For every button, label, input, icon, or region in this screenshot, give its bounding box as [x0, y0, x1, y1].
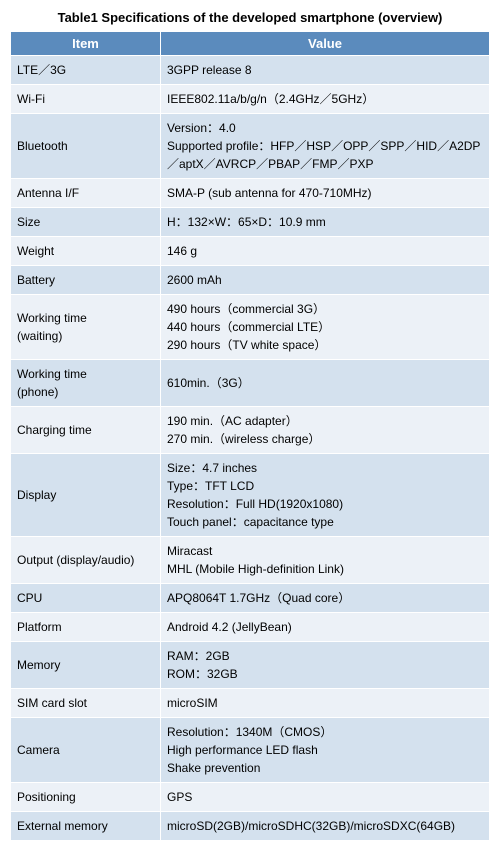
table-row: SizeH：132×W：65×D：10.9 mm	[11, 208, 490, 237]
table-row: PlatformAndroid 4.2 (JellyBean)	[11, 613, 490, 642]
cell-item: Platform	[11, 613, 161, 642]
table-row: Working time(phone)610min.（3G）	[11, 360, 490, 407]
cell-value: 3GPP release 8	[161, 56, 490, 85]
cell-item: CPU	[11, 584, 161, 613]
cell-item: Antenna I/F	[11, 179, 161, 208]
table-row: MemoryRAM：2GBROM：32GB	[11, 642, 490, 689]
table-row: CameraResolution：1340M（CMOS）High perform…	[11, 718, 490, 783]
table-title: Table1 Specifications of the developed s…	[10, 10, 490, 25]
table-row: Wi-FiIEEE802.11a/b/g/n（2.4GHz／5GHz）	[11, 85, 490, 114]
cell-item: Working time(phone)	[11, 360, 161, 407]
table-row: Working time(waiting)490 hours（commercia…	[11, 295, 490, 360]
cell-value: MiracastMHL (Mobile High-definition Link…	[161, 537, 490, 584]
cell-value: SMA-P (sub antenna for 470-710MHz)	[161, 179, 490, 208]
cell-value: GPS	[161, 783, 490, 812]
header-value: Value	[161, 32, 490, 56]
table-row: Battery2600 mAh	[11, 266, 490, 295]
cell-item: Charging time	[11, 407, 161, 454]
cell-value: Version：4.0Supported profile：HFP／HSP／OPP…	[161, 114, 490, 179]
cell-value: 490 hours（commercial 3G）440 hours（commer…	[161, 295, 490, 360]
table-row: DisplaySize：4.7 inchesType：TFT LCDResolu…	[11, 454, 490, 537]
cell-item: Wi-Fi	[11, 85, 161, 114]
header-item: Item	[11, 32, 161, 56]
table-row: External memorymicroSD(2GB)/microSDHC(32…	[11, 812, 490, 841]
table-row: BluetoothVersion：4.0Supported profile：HF…	[11, 114, 490, 179]
cell-item: External memory	[11, 812, 161, 841]
cell-item: Working time(waiting)	[11, 295, 161, 360]
table-row: Weight146 g	[11, 237, 490, 266]
table-row: SIM card slotmicroSIM	[11, 689, 490, 718]
cell-value: 190 min.（AC adapter）270 min.（wireless ch…	[161, 407, 490, 454]
cell-item: SIM card slot	[11, 689, 161, 718]
cell-value: Resolution：1340M（CMOS）High performance L…	[161, 718, 490, 783]
cell-item: Camera	[11, 718, 161, 783]
cell-item: Bluetooth	[11, 114, 161, 179]
table-row: Charging time190 min.（AC adapter）270 min…	[11, 407, 490, 454]
specs-table: Item Value LTE／3G3GPP release 8Wi-FiIEEE…	[10, 31, 490, 841]
cell-value: 2600 mAh	[161, 266, 490, 295]
cell-value: IEEE802.11a/b/g/n（2.4GHz／5GHz）	[161, 85, 490, 114]
cell-value: Android 4.2 (JellyBean)	[161, 613, 490, 642]
cell-value: APQ8064T 1.7GHz（Quad core）	[161, 584, 490, 613]
cell-value: Size：4.7 inchesType：TFT LCDResolution：Fu…	[161, 454, 490, 537]
cell-value: 610min.（3G）	[161, 360, 490, 407]
table-row: CPUAPQ8064T 1.7GHz（Quad core）	[11, 584, 490, 613]
cell-value: RAM：2GBROM：32GB	[161, 642, 490, 689]
table-row: Antenna I/FSMA-P (sub antenna for 470-71…	[11, 179, 490, 208]
table-row: PositioningGPS	[11, 783, 490, 812]
cell-item: Weight	[11, 237, 161, 266]
table-row: LTE／3G3GPP release 8	[11, 56, 490, 85]
table-row: Output (display/audio)MiracastMHL (Mobil…	[11, 537, 490, 584]
cell-value: H：132×W：65×D：10.9 mm	[161, 208, 490, 237]
cell-value: microSIM	[161, 689, 490, 718]
cell-value: 146 g	[161, 237, 490, 266]
cell-item: Positioning	[11, 783, 161, 812]
cell-item: Display	[11, 454, 161, 537]
cell-item: LTE／3G	[11, 56, 161, 85]
cell-item: Size	[11, 208, 161, 237]
cell-item: Output (display/audio)	[11, 537, 161, 584]
cell-item: Battery	[11, 266, 161, 295]
cell-value: microSD(2GB)/microSDHC(32GB)/microSDXC(6…	[161, 812, 490, 841]
cell-item: Memory	[11, 642, 161, 689]
